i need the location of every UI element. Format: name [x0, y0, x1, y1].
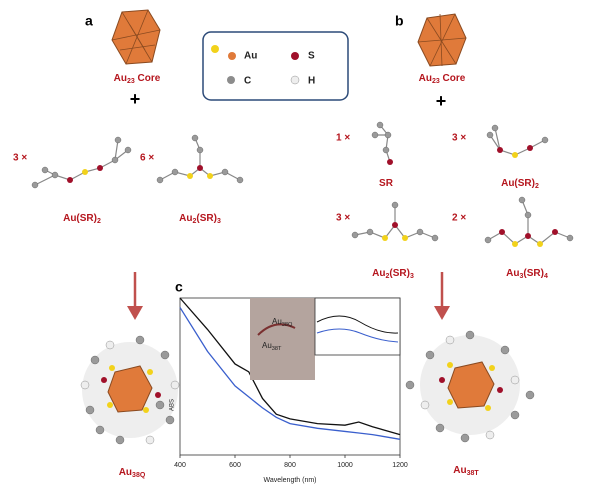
inset-decoration [257, 323, 296, 336]
subscript: 3 [410, 273, 414, 280]
inset-label: Au38T [262, 341, 282, 352]
panel-label: c [175, 279, 183, 295]
product-image [80, 330, 535, 445]
ligand-count: 2 × [452, 213, 466, 224]
plot: 400 600 800 1000 1200 [174, 297, 408, 469]
x-tick-label: 400 [174, 462, 186, 469]
formula-text: Au(SR) [63, 213, 97, 224]
ligand-label: Au2(SR)3 [372, 268, 414, 280]
subscript: 2 [385, 273, 389, 280]
legend-swatch [211, 45, 219, 53]
formula-text: Au [179, 213, 192, 224]
panel-label: a [85, 13, 93, 29]
legend-swatch [227, 76, 235, 84]
formula-text: Core [440, 73, 466, 84]
plus-sign: + [436, 91, 447, 111]
ligand-count: 3 × [452, 133, 466, 144]
subscript: 2 [97, 218, 101, 225]
core-label: Au23 Core [114, 73, 161, 85]
subscript: 3 [217, 218, 221, 225]
formula-text: Au [453, 465, 466, 476]
legend-label: S [308, 51, 315, 62]
photo-inset [250, 298, 315, 380]
legend-label: H [308, 76, 315, 87]
x-axis-label: Wavelength (nm) [263, 477, 316, 484]
subscript: 38Q [132, 472, 146, 479]
formula-text: (SR) [389, 268, 410, 279]
inset-label: Au38Q [272, 317, 293, 328]
data-line [179, 297, 401, 436]
formula-text: Au(SR) [501, 178, 535, 189]
formula-text: Core [135, 73, 161, 84]
product-label: Au38T [453, 465, 479, 477]
legend-box [202, 31, 349, 101]
formula-text: (SR) [196, 213, 217, 224]
data-line [179, 307, 401, 440]
legend-swatch [228, 52, 236, 60]
legend-label: C [244, 76, 251, 87]
subscript: 2 [535, 183, 539, 190]
zoom-inset [314, 297, 401, 356]
subscript: 4 [544, 273, 548, 280]
legend-swatch [290, 75, 300, 85]
ligand-label: Au(SR)2 [501, 178, 539, 190]
inset-decoration [316, 328, 399, 343]
x-tick-label: 600 [229, 462, 241, 469]
panel-label: b [395, 13, 404, 29]
x-tick-label: 800 [284, 462, 296, 469]
inset-decoration [316, 315, 399, 334]
x-tick-label: 1200 [392, 462, 408, 469]
subscript: 38T [272, 346, 282, 352]
formula-text: Au [262, 341, 272, 350]
ligand-label: Au(SR)2 [63, 213, 101, 225]
ligand-label: SR [379, 178, 394, 189]
formula-text: SR [379, 178, 394, 189]
formula-text: Au [119, 467, 132, 478]
ligand-label: Au3(SR)4 [506, 268, 548, 280]
subscript: 23 [127, 78, 135, 85]
legend-label: Au [244, 51, 257, 62]
x-tick-label: 1000 [337, 462, 353, 469]
plus-sign: + [130, 89, 141, 109]
core-image [111, 9, 467, 67]
ligand-count: 3 × [13, 153, 27, 164]
formula-text: Au [372, 268, 385, 279]
subscript: 3 [519, 273, 523, 280]
y-axis-label: ABS [170, 399, 176, 411]
formula-text: Au [506, 268, 519, 279]
ligand-count: 1 × [336, 133, 350, 144]
arrow [127, 272, 450, 320]
formula-text: Au [114, 73, 127, 84]
ligand-label: Au2(SR)3 [179, 213, 221, 225]
subscript: 2 [192, 218, 196, 225]
subscript: 23 [432, 78, 440, 85]
subscript: 38Q [282, 322, 293, 328]
formula-text: Au [419, 73, 432, 84]
core-label: Au23 Core [419, 73, 466, 85]
subscript: 38T [467, 470, 480, 477]
ligand-count: 6 × [140, 153, 154, 164]
legend-swatch [291, 52, 299, 60]
formula-text: (SR) [523, 268, 544, 279]
ligand-count: 3 × [336, 213, 350, 224]
ligand-image [31, 121, 574, 247]
formula-text: Au [272, 317, 282, 326]
product-label: Au38Q [119, 467, 146, 479]
